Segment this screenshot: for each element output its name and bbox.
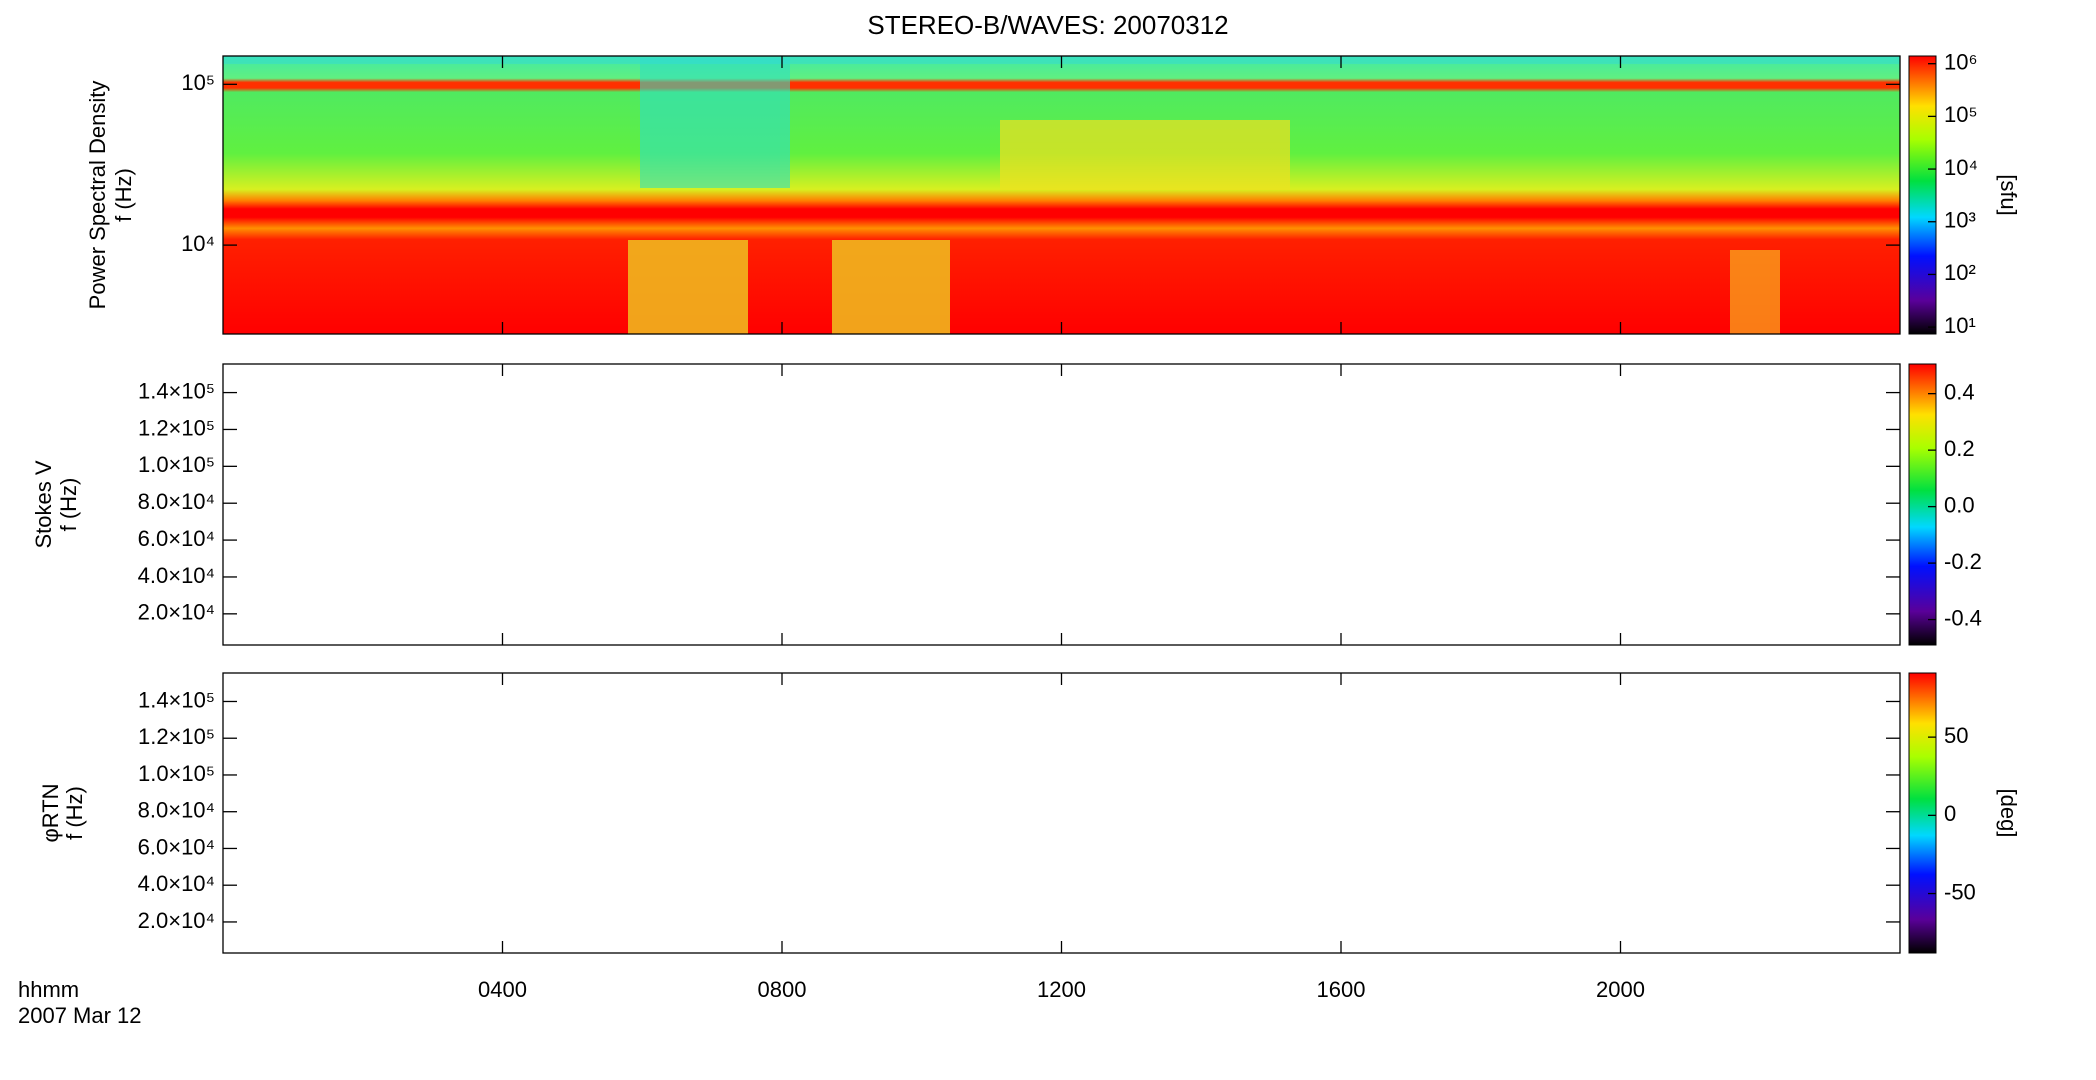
colorbar: [1908, 672, 1937, 954]
y-axis-label: φRTN: [38, 783, 63, 842]
y-tick-label: 4.0×10⁴: [138, 563, 215, 588]
colorbar-tick-label: 10¹: [1944, 313, 1976, 338]
y-tick-label: 1.4×10⁵: [138, 687, 215, 712]
x-tick-label: 0400: [478, 977, 527, 1002]
plot-frame: [222, 363, 1901, 646]
y-axis-label: f (Hz): [62, 786, 87, 840]
colorbar-tick-label: 10⁶: [1944, 50, 1978, 75]
y-axis-label: Power Spectral Density: [85, 81, 110, 310]
y-tick-label: 2.0×10⁴: [138, 908, 215, 933]
date-label: 2007 Mar 12: [18, 1003, 142, 1028]
y-tick-label: 10⁴: [181, 231, 215, 256]
colorbar-tick-label: 50: [1944, 723, 1968, 748]
colorbar-tick-label: 0.2: [1944, 436, 1975, 461]
chart-title: STEREO-B/WAVES: 20070312: [867, 10, 1228, 40]
x-tick-label: 1200: [1037, 977, 1086, 1002]
colorbar: [1908, 55, 1937, 335]
x-tick-label: 1600: [1317, 977, 1366, 1002]
y-tick-label: 1.0×10⁵: [138, 761, 215, 786]
colorbar-tick-label: 0.0: [1944, 492, 1975, 517]
colorbar-tick-label: 10²: [1944, 260, 1976, 285]
colorbar-label: [sfu]: [1996, 174, 2021, 216]
colorbar-tick-label: -50: [1944, 879, 1976, 904]
y-axis-label: f (Hz): [56, 478, 81, 532]
x-tick-label: 0800: [758, 977, 807, 1002]
y-tick-label: 10⁵: [181, 70, 215, 95]
y-tick-label: 2.0×10⁴: [138, 600, 215, 625]
colorbar-label: [deg]: [1996, 789, 2021, 838]
colorbar-tick-label: 10⁴: [1944, 155, 1978, 180]
y-tick-label: 8.0×10⁴: [138, 489, 215, 514]
x-tick-label: 2000: [1596, 977, 1645, 1002]
colorbar-tick-label: 0.4: [1944, 379, 1975, 404]
y-tick-label: 6.0×10⁴: [138, 834, 215, 859]
y-tick-label: 1.4×10⁵: [138, 378, 215, 403]
colorbar-tick-label: 10³: [1944, 208, 1976, 233]
y-tick-label: 1.0×10⁵: [138, 452, 215, 477]
y-axis-label: f (Hz): [111, 168, 136, 222]
spectrogram-image: [223, 56, 1900, 334]
y-tick-label: 1.2×10⁵: [138, 415, 215, 440]
colorbar-tick-label: 10⁵: [1944, 102, 1978, 127]
x-axis-label: hhmm: [18, 977, 79, 1002]
colorbar: [1908, 363, 1937, 646]
y-tick-label: 6.0×10⁴: [138, 526, 215, 551]
colorbar-tick-label: 0: [1944, 801, 1956, 826]
y-tick-label: 1.2×10⁵: [138, 724, 215, 749]
y-axis-label: Stokes V: [31, 460, 56, 548]
y-tick-label: 8.0×10⁴: [138, 798, 215, 823]
y-tick-label: 4.0×10⁴: [138, 871, 215, 896]
colorbar-tick-label: -0.2: [1944, 549, 1982, 574]
colorbar-tick-label: -0.4: [1944, 605, 1982, 630]
plot-frame: [222, 672, 1901, 954]
